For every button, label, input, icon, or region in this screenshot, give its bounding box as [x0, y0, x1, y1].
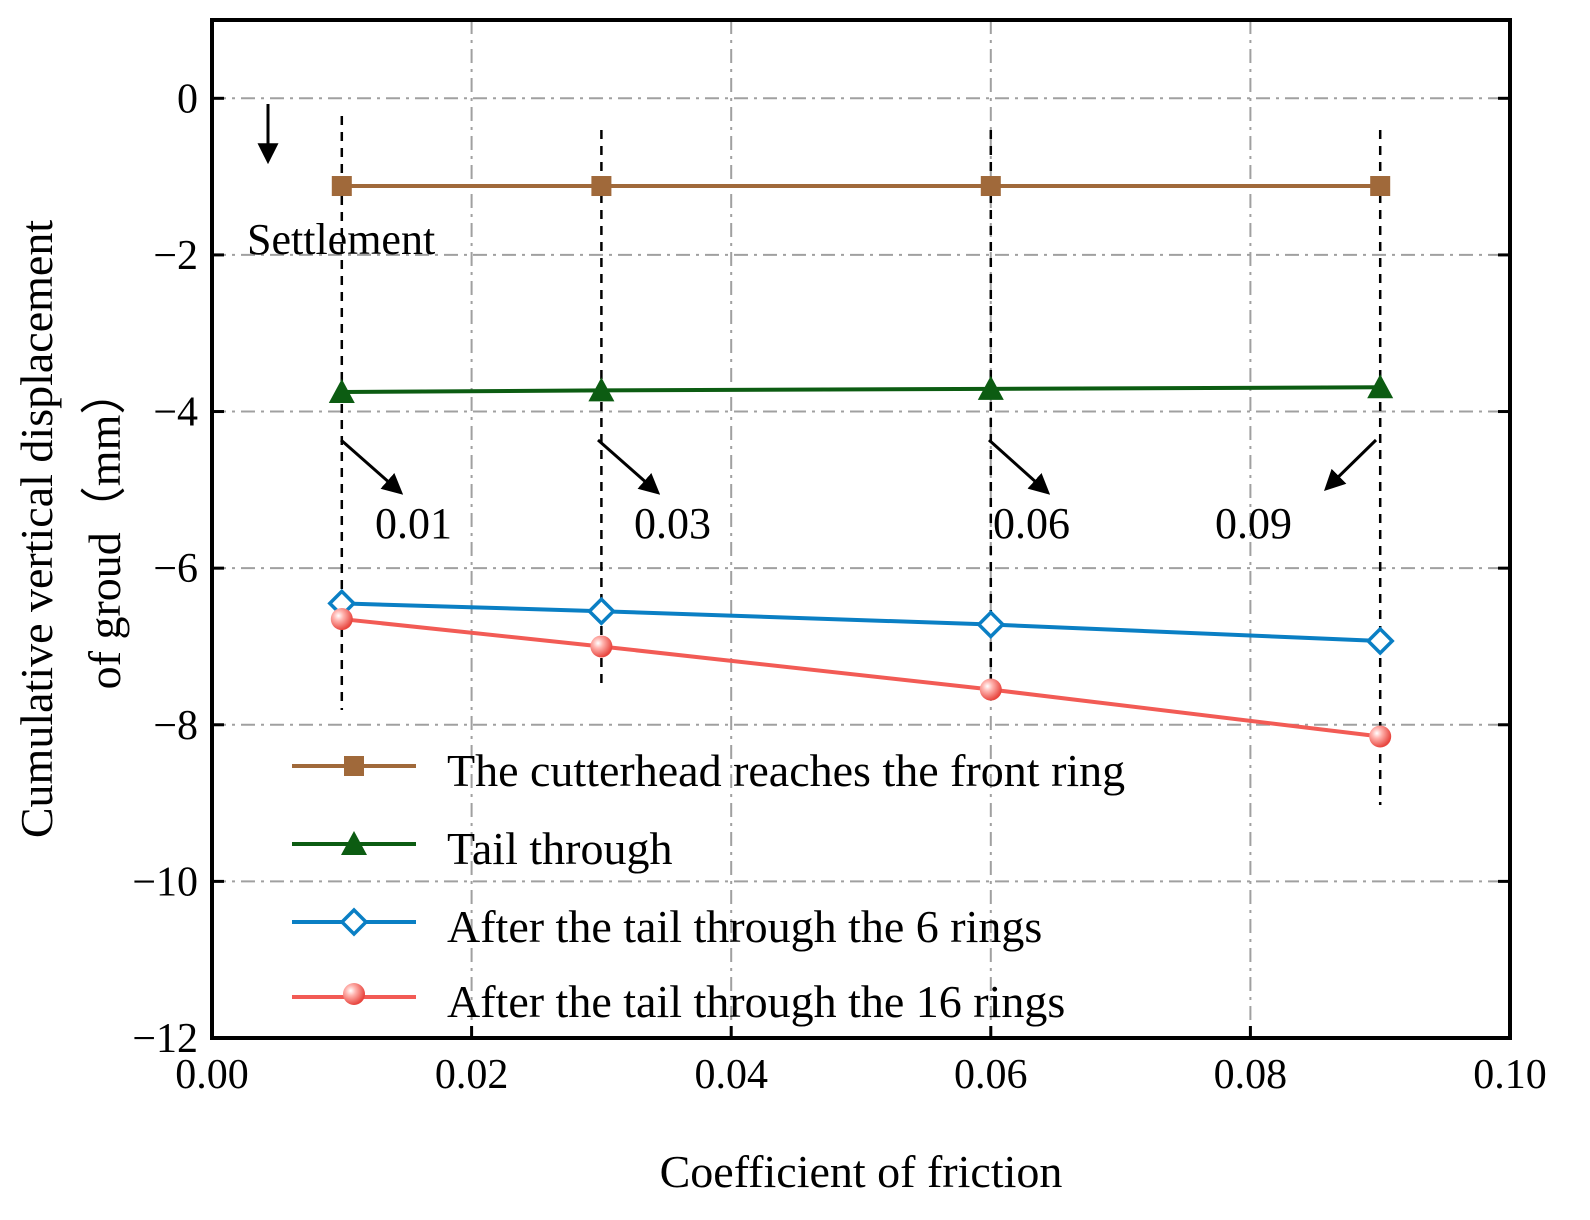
annotations: Settlement 0.01 0.03 0.06 0.09 — [247, 104, 1378, 548]
annotation-arrow-0.09 — [1323, 438, 1378, 491]
annotation-label-0.09: 0.09 — [1215, 499, 1292, 548]
legend-label-tail-through: Tail through — [447, 823, 672, 874]
series-line-2 — [341, 601, 1381, 643]
y-tick-label: −12 — [132, 1016, 198, 1062]
legend: The cutterhead reaches the front ring Ta… — [292, 745, 1125, 1027]
x-tick-label: 0.06 — [954, 1052, 1028, 1098]
legend-marker-16-rings — [343, 983, 365, 1005]
legend-label-cutterhead: The cutterhead reaches the front ring — [447, 745, 1125, 796]
data-point-diamond — [976, 610, 1006, 640]
annotation-arrow-0.01 — [340, 438, 404, 495]
legend-label-6-rings: After the tail through the 6 rings — [447, 901, 1042, 952]
data-point-sphere — [1369, 725, 1392, 748]
y-tick-label: −4 — [153, 390, 198, 436]
series-line-3 — [341, 617, 1381, 739]
legend-item-16-rings: After the tail through the 16 rings — [292, 976, 1065, 1027]
series-layer — [327, 176, 1395, 748]
data-point-square — [591, 176, 612, 197]
data-point-triangle — [328, 378, 355, 403]
annotation-label-0.06: 0.06 — [993, 499, 1070, 548]
annotation-arrow-0.06 — [987, 438, 1051, 495]
y-tick-label: 0 — [177, 76, 198, 122]
plot-frame — [210, 18, 1512, 1040]
annotation-label-0.01: 0.01 — [375, 499, 452, 548]
guide-lines — [340, 116, 1382, 805]
data-point-diamond — [1365, 626, 1395, 656]
settlement-label: Settlement — [247, 215, 435, 264]
data-point-square — [331, 176, 352, 197]
x-tick-label: 0.04 — [694, 1052, 768, 1098]
annotation-arrow-0.03 — [597, 438, 661, 495]
legend-marker-tail-through — [341, 831, 367, 855]
x-axis-title: Coefficient of friction — [660, 1146, 1063, 1197]
y-tick-label: −2 — [153, 233, 198, 279]
data-point-triangle — [588, 377, 615, 402]
legend-marker-cutterhead — [344, 756, 364, 776]
data-point-square — [1370, 176, 1391, 197]
annotation-label-0.03: 0.03 — [634, 499, 711, 548]
data-point-sphere — [590, 635, 613, 658]
data-point-square — [980, 176, 1001, 197]
x-tick-label: 0.08 — [1214, 1052, 1288, 1098]
x-tick-label: 0.02 — [435, 1052, 509, 1098]
axis-ticks: 0.00 0.02 0.04 0.06 0.08 0.10 0 −2 −4 −6 −8 −10 −12 — [132, 76, 1546, 1098]
legend-item-6-rings: After the tail through the 6 rings — [292, 901, 1042, 952]
x-tick-label: 0.10 — [1473, 1052, 1547, 1098]
y-tick-label: −6 — [153, 546, 198, 592]
y-axis-title: Cumulative vertical displacement of grou… — [11, 220, 130, 838]
data-point-sphere — [979, 678, 1002, 701]
y-axis-title-line1: Cumulative vertical displacement — [11, 220, 62, 838]
data-point-sphere — [330, 608, 353, 631]
series-line-1 — [341, 385, 1381, 394]
legend-label-16-rings: After the tail through the 16 rings — [447, 976, 1065, 1027]
y-tick-label: −10 — [132, 859, 198, 905]
legend-marker-6-rings — [339, 907, 369, 937]
x-tick-label: 0.00 — [175, 1052, 249, 1098]
legend-item-cutterhead: The cutterhead reaches the front ring — [292, 745, 1125, 796]
data-point-triangle — [977, 375, 1004, 400]
y-tick-label: −8 — [153, 703, 198, 749]
legend-item-tail-through: Tail through — [292, 823, 672, 874]
data-point-triangle — [1367, 374, 1394, 399]
data-point-diamond — [586, 596, 616, 626]
y-axis-title-line2: of groud（mm） — [79, 369, 130, 690]
